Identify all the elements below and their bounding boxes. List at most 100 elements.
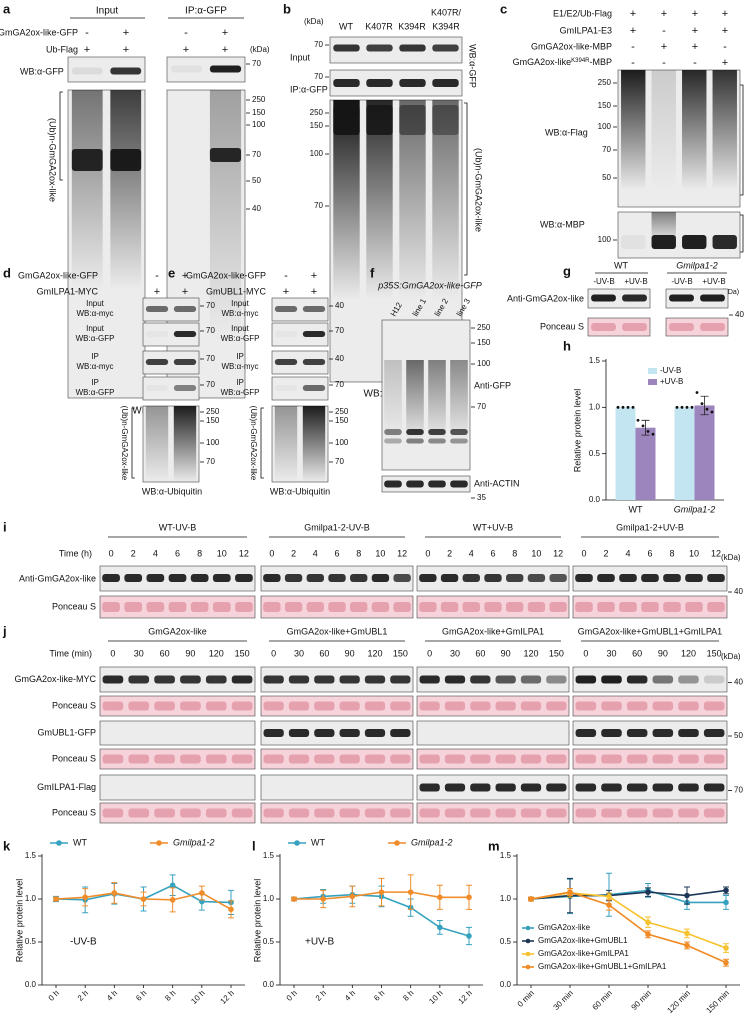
band [275,385,297,391]
band [484,574,502,582]
label: + [183,44,189,56]
band [506,574,524,582]
label: IP [236,378,244,387]
band [663,574,681,582]
label: IP [91,378,99,387]
band [180,701,201,711]
band [703,675,725,684]
data-point [291,896,297,902]
band [419,783,440,792]
band [339,675,360,684]
band [703,701,725,711]
ponceau-strip [572,748,728,770]
label: p35S:GmGA2ox-like-GFP [377,280,482,290]
label: Ub-Flag [46,44,78,54]
band [390,701,411,711]
data-point [567,889,573,895]
label: WB:α-Ubiquitin [142,486,202,496]
kda-marker: 40 [734,587,743,596]
band [274,359,298,365]
label: GmGA2ox-like-MYC [14,674,96,684]
label: GmGA2ox-like+GmILPA1 [442,626,544,636]
band [399,105,426,135]
band [371,602,390,612]
label: Gmilpa1-2 [676,260,718,270]
y-tick-label: 1.5 [25,851,37,860]
kda-marker: 70 [335,380,344,389]
data-point [378,889,385,895]
label: 90 [345,648,355,658]
smear [71,90,103,290]
band [314,729,335,737]
band [428,429,446,435]
band [601,754,622,764]
band [462,574,480,582]
band [306,602,324,612]
band [678,754,699,764]
band [102,754,124,764]
label: WT [339,21,353,31]
label: + [630,8,636,20]
band [128,754,150,764]
band [173,359,197,365]
band [575,808,597,818]
label: K407R/ [431,7,462,17]
band [110,67,142,75]
ponceau-strip [99,695,256,717]
legend-label: -UV-B [660,366,681,375]
label: WB:α-MBP [540,219,585,229]
label: GmGA2ox-like-GFP [186,270,266,280]
kda-marker: 100 [477,359,491,368]
legend-label: GmGA2ox-like+GmUBL1 [538,936,628,945]
band [520,783,542,792]
kda-marker: 100 [252,120,266,129]
band [364,808,386,818]
label: + [722,25,728,37]
band [707,574,725,582]
label: (Ub)n-GmGA2ox-like [48,118,58,202]
band [146,385,168,391]
label: 120 [367,648,382,658]
label: 12 [397,548,407,558]
data-point [705,407,709,411]
band [263,754,284,764]
label: + [84,44,90,56]
row-label-part: GmGA2ox-like [513,57,572,67]
smear [110,90,142,290]
y-tick-label: 1.0 [500,894,512,903]
label: 6 [334,548,339,558]
kda-marker: 40 [735,310,744,319]
band [575,574,593,582]
y-axis-label: Relative protein level [252,879,262,963]
ponceau-strip [572,802,728,824]
band [390,754,411,764]
data-point [710,410,714,414]
kda-marker: 70 [252,59,261,68]
band [212,574,231,582]
band [669,322,694,332]
band [128,701,150,711]
band [263,808,284,818]
kda-marker: 150 [206,416,220,425]
label: + [630,25,636,37]
label: 150 [393,648,408,658]
label: - [723,41,727,53]
row-label-sup: K394R [571,58,590,64]
blot [142,322,200,347]
band [495,701,516,711]
label: Input [86,299,105,308]
label: + [123,44,129,56]
blot [271,322,329,347]
label: - [662,57,666,69]
band [462,602,480,612]
kda-marker: 40 [252,204,261,213]
band [682,235,707,249]
smear [384,360,402,440]
band [339,701,360,711]
band [419,701,440,711]
y-tick-label: 1.5 [589,356,601,365]
label: 60 [319,648,329,658]
band [384,438,402,444]
band [314,808,335,818]
band [390,675,411,684]
